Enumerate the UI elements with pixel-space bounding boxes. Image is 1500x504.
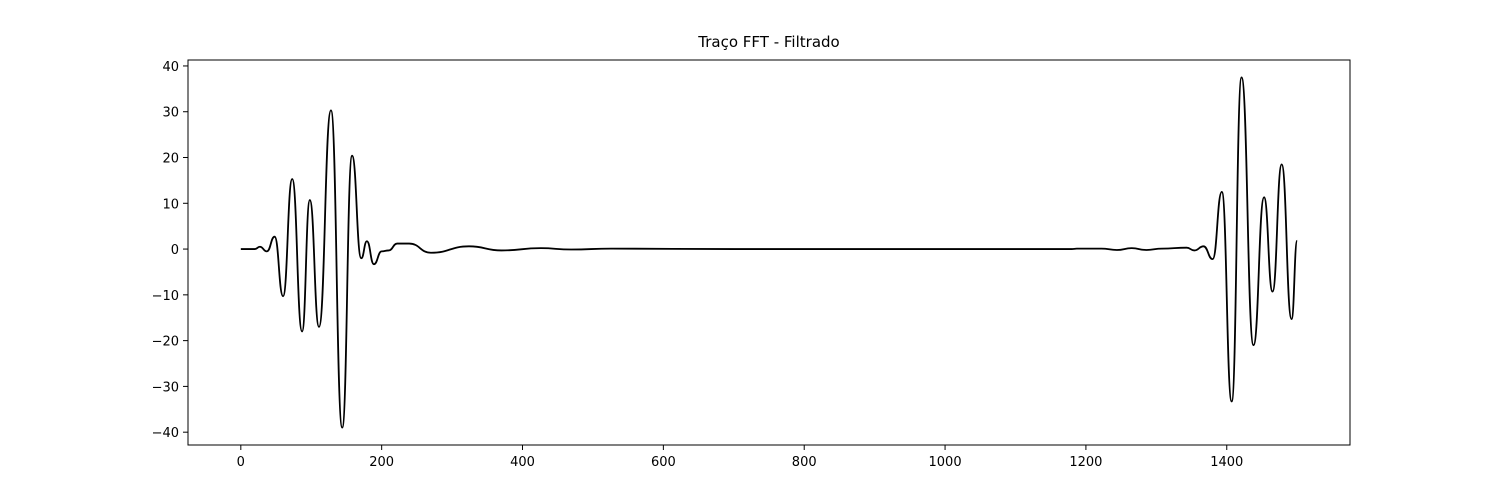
chart-title: Traço FFT - Filtrado [697,33,839,51]
y-tick-label: 0 [171,243,179,258]
x-tick-label: 1200 [1069,455,1102,470]
x-tick-label: 0 [237,455,245,470]
x-tick-label: 1000 [929,455,962,470]
y-tick-label: 30 [162,106,179,121]
y-tick-label: 20 [162,152,179,167]
y-tick-label: −20 [152,335,179,350]
y-tick-label: −10 [152,289,179,304]
x-tick-label: 600 [651,455,676,470]
y-tick-label: −40 [152,426,179,441]
x-tick-label: 1400 [1210,455,1243,470]
x-tick-label: 800 [792,455,817,470]
y-tick-label: 40 [162,60,179,75]
x-tick-label: 400 [510,455,535,470]
y-tick-label: −30 [152,380,179,395]
line [240,76,1299,429]
plot-frame [187,59,1351,446]
x-tick-label: 200 [369,455,394,470]
y-tick-label: 10 [162,197,179,212]
